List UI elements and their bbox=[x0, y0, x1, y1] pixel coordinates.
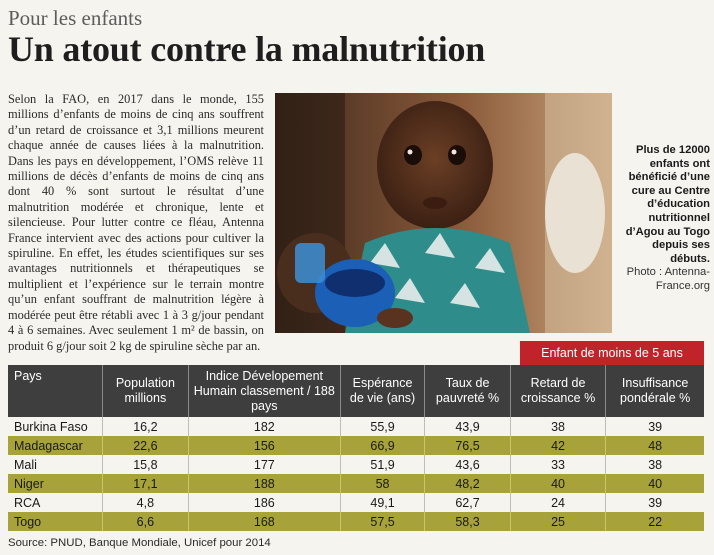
country-data-table: Pays Population millions Indice Dévelope… bbox=[8, 365, 704, 531]
cell-country: Madagascar bbox=[8, 436, 103, 455]
cell-hdi: 188 bbox=[187, 474, 341, 493]
table-row: Niger 17,1 188 58 48,2 40 40 bbox=[8, 474, 704, 493]
table-row: Madagascar 22,6 156 66,9 76,5 42 48 bbox=[8, 436, 704, 455]
column-header-stunting: Retard de croissance % bbox=[509, 365, 606, 417]
cell-stunting: 42 bbox=[509, 436, 606, 455]
table-header-row: Pays Population millions Indice Dévelope… bbox=[8, 365, 704, 417]
cell-poverty: 58,3 bbox=[424, 512, 511, 531]
cell-life-expectancy: 49,1 bbox=[339, 493, 425, 512]
cell-population: 16,2 bbox=[101, 417, 189, 436]
cell-hdi: 177 bbox=[187, 455, 341, 474]
table-row: Burkina Faso 16,2 182 55,9 43,9 38 39 bbox=[8, 417, 704, 436]
cell-underweight: 39 bbox=[605, 493, 704, 512]
cell-poverty: 62,7 bbox=[424, 493, 511, 512]
cell-underweight: 38 bbox=[605, 455, 704, 474]
cell-life-expectancy: 55,9 bbox=[339, 417, 425, 436]
child-photo-illustration bbox=[275, 93, 612, 333]
cell-stunting: 38 bbox=[509, 417, 606, 436]
cell-life-expectancy: 57,5 bbox=[339, 512, 425, 531]
cell-stunting: 40 bbox=[509, 474, 606, 493]
photo-caption: Plus de 12000 enfants ont bénéficié d’un… bbox=[618, 144, 710, 294]
cell-underweight: 39 bbox=[605, 417, 704, 436]
cell-country: RCA bbox=[8, 493, 103, 512]
cell-poverty: 43,6 bbox=[424, 455, 511, 474]
photo-caption-text: Plus de 12000 enfants ont bénéficié d’un… bbox=[625, 144, 710, 265]
column-header-country: Pays bbox=[8, 365, 103, 417]
table-group-header: Enfant de moins de 5 ans bbox=[520, 341, 704, 365]
cell-underweight: 48 bbox=[605, 436, 704, 455]
cell-underweight: 40 bbox=[605, 474, 704, 493]
cell-stunting: 33 bbox=[509, 455, 606, 474]
cell-population: 15,8 bbox=[101, 455, 189, 474]
column-header-population: Population millions bbox=[101, 365, 189, 417]
table-source: Source: PNUD, Banque Mondiale, Unicef po… bbox=[8, 537, 271, 549]
cell-life-expectancy: 66,9 bbox=[339, 436, 425, 455]
cell-population: 17,1 bbox=[101, 474, 189, 493]
cell-hdi: 168 bbox=[187, 512, 341, 531]
cell-poverty: 43,9 bbox=[424, 417, 511, 436]
cell-hdi: 156 bbox=[187, 436, 341, 455]
section-kicker: Pour les enfants bbox=[8, 6, 143, 30]
cell-stunting: 24 bbox=[509, 493, 606, 512]
cell-population: 4,8 bbox=[101, 493, 189, 512]
cell-country: Mali bbox=[8, 455, 103, 474]
cell-country: Togo bbox=[8, 512, 103, 531]
table-row: Mali 15,8 177 51,9 43,6 33 38 bbox=[8, 455, 704, 474]
column-header-life-expectancy: Espérance de vie (ans) bbox=[339, 365, 425, 417]
cell-stunting: 25 bbox=[509, 512, 606, 531]
table-row: RCA 4,8 186 49,1 62,7 24 39 bbox=[8, 493, 704, 512]
cell-life-expectancy: 51,9 bbox=[339, 455, 425, 474]
cell-hdi: 186 bbox=[187, 493, 341, 512]
cell-poverty: 76,5 bbox=[424, 436, 511, 455]
cell-population: 22,6 bbox=[101, 436, 189, 455]
article-headline: Un atout contre la malnutrition bbox=[8, 29, 486, 69]
column-header-underweight: Insuffisance pondérale % bbox=[605, 365, 704, 417]
photo-credit: Photo : Antenna-France.org bbox=[626, 266, 710, 292]
cell-population: 6,6 bbox=[101, 512, 189, 531]
cell-life-expectancy: 58 bbox=[339, 474, 425, 493]
cell-poverty: 48,2 bbox=[424, 474, 511, 493]
article-body: Selon la FAO, en 2017 dans le monde, 155… bbox=[8, 92, 264, 353]
table-row: Togo 6,6 168 57,5 58,3 25 22 bbox=[8, 512, 704, 531]
cell-country: Burkina Faso bbox=[8, 417, 103, 436]
child-photo bbox=[275, 93, 612, 333]
cell-country: Niger bbox=[8, 474, 103, 493]
column-header-poverty: Taux de pauvreté % bbox=[424, 365, 511, 417]
cell-hdi: 182 bbox=[187, 417, 341, 436]
column-header-hdi: Indice Dévelopement Humain classement / … bbox=[187, 365, 341, 417]
cell-underweight: 22 bbox=[605, 512, 704, 531]
